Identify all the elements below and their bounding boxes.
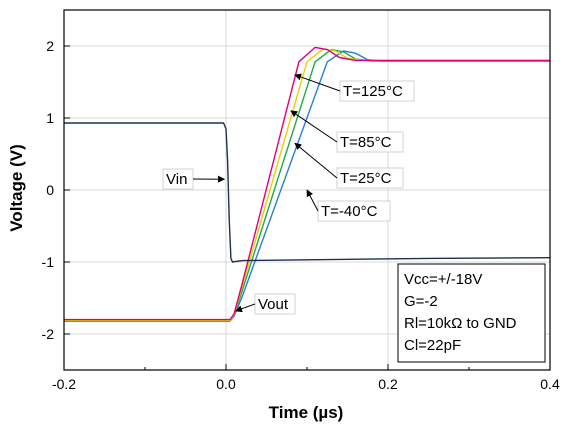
y-tick-label: -2 bbox=[42, 326, 55, 342]
annotation-t-25-c: T=25°C bbox=[294, 142, 404, 189]
y-tick-label: 1 bbox=[46, 110, 54, 126]
x-axis-title: Time (µs) bbox=[269, 403, 344, 422]
spec-line: Rl=10kΩ to GND bbox=[404, 315, 517, 332]
y-axis-title: Voltage (V) bbox=[7, 144, 26, 232]
annotation-arrow bbox=[235, 303, 256, 313]
annotation-arrow bbox=[290, 110, 338, 143]
annotation-label: T=25°C bbox=[340, 170, 392, 187]
annotation-t-125-c: T=125°C bbox=[294, 73, 415, 102]
annotation-t-40-c: T=-40°C bbox=[306, 189, 391, 222]
annotation-label: T=85°C bbox=[340, 134, 392, 151]
annotation-label: Vout bbox=[258, 296, 289, 313]
annotation-vin: Vin bbox=[162, 168, 226, 190]
series-layer bbox=[64, 46, 551, 322]
spec-line: Cl=22pF bbox=[404, 337, 461, 354]
spec-line: G=-2 bbox=[404, 293, 438, 310]
x-tick-label: 0.0 bbox=[216, 376, 236, 392]
ticks: -0.2 0.0 0.2 0.4 -2 -1 0 1 2 bbox=[42, 38, 560, 392]
y-tick-label: 0 bbox=[46, 182, 54, 198]
annotation-arrow bbox=[306, 189, 319, 212]
x-tick-label: 0.4 bbox=[540, 376, 560, 392]
x-tick-label: 0.2 bbox=[378, 376, 398, 392]
spec-box-frame bbox=[397, 263, 546, 363]
series-line-t-125-c bbox=[64, 46, 550, 321]
annotation-label: T=125°C bbox=[343, 83, 403, 100]
annotation-label: T=-40°C bbox=[321, 203, 378, 220]
series-line-vin bbox=[64, 122, 551, 263]
y-tick-label: -1 bbox=[42, 254, 55, 270]
annotation-t-85-c: T=85°C bbox=[290, 110, 404, 153]
annotation-arrow bbox=[294, 73, 341, 92]
y-tick-label: 2 bbox=[46, 38, 54, 54]
annotation-label: Vin bbox=[166, 171, 187, 188]
annotation-arrow bbox=[294, 142, 338, 179]
annotation-layer: Vin Vout T=125°C T=85°C T=25°C T=-40°C bbox=[162, 73, 415, 315]
spec-box: Vcc=+/-18V G=-2 Rl=10kΩ to GND Cl=22pF bbox=[397, 263, 546, 363]
x-tick-label: -0.2 bbox=[52, 376, 76, 392]
spec-line: Vcc=+/-18V bbox=[404, 271, 482, 288]
annotation-vout: Vout bbox=[235, 293, 296, 315]
